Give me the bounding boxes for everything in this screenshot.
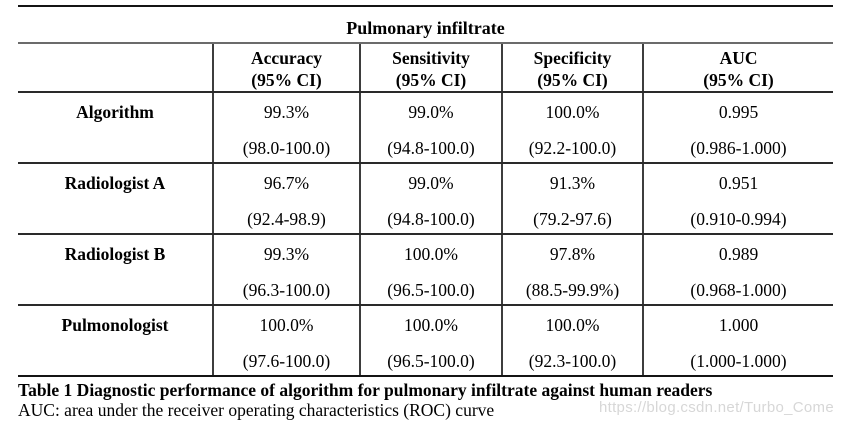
cell-value: 0.951 xyxy=(718,173,759,193)
cell-ci: (1.000-1.000) xyxy=(690,351,787,371)
cell-ci: (92.4-98.9) xyxy=(247,209,326,229)
cell-value: 0.989 xyxy=(718,244,759,264)
table-row-pulmonologist: Pulmonologist 100.0% (97.6-100.0) 100.0%… xyxy=(18,305,834,377)
table-cell: 91.3% (79.2-97.6) xyxy=(501,163,643,235)
table-cell: 99.3% (96.3-100.0) xyxy=(212,234,360,306)
cell-value: 96.7% xyxy=(263,173,310,193)
cell-value: 100.0% xyxy=(545,102,600,122)
table-cell: 100.0% (97.6-100.0) xyxy=(212,305,360,377)
row-label: Algorithm xyxy=(18,92,213,164)
cell-ci: (98.0-100.0) xyxy=(242,138,331,158)
cell-value: 100.0% xyxy=(404,315,458,335)
table-caption: Table 1 Diagnostic performance of algori… xyxy=(18,380,833,421)
cell-value: 100.0% xyxy=(259,315,314,335)
cell-value: 100.0% xyxy=(404,244,458,264)
table-cell: 0.989 (0.968-1.000) xyxy=(641,234,834,306)
table-cell: 97.8% (88.5-99.9%) xyxy=(501,234,643,306)
header-auc: AUC (95% CI) xyxy=(641,43,834,93)
header-sensitivity: Sensitivity (95% CI) xyxy=(359,43,502,93)
cell-ci: (92.3-100.0) xyxy=(528,351,617,371)
header-label: Accuracy xyxy=(251,48,322,68)
header-empty xyxy=(18,43,213,93)
row-label: Radiologist A xyxy=(18,163,213,235)
table-cell: 99.0% (94.8-100.0) xyxy=(359,163,502,235)
cell-value: 97.8% xyxy=(549,244,596,264)
header-specificity: Specificity (95% CI) xyxy=(501,43,643,93)
table-cell: 100.0% (92.3-100.0) xyxy=(501,305,643,377)
cell-ci: (79.2-97.6) xyxy=(533,209,612,229)
cell-ci: (0.910-0.994) xyxy=(690,209,787,229)
cell-ci: (97.6-100.0) xyxy=(242,351,331,371)
cell-value: 91.3% xyxy=(549,173,596,193)
cell-ci: (88.5-99.9%) xyxy=(525,280,620,300)
cell-value: 99.0% xyxy=(408,102,454,122)
table-title-row: Pulmonary infiltrate xyxy=(18,6,834,44)
header-accuracy: Accuracy (95% CI) xyxy=(212,43,360,93)
cell-ci: (0.968-1.000) xyxy=(690,280,787,300)
cell-value: 99.3% xyxy=(263,102,310,122)
row-label: Radiologist B xyxy=(18,234,213,306)
table-cell: 100.0% (96.5-100.0) xyxy=(359,305,502,377)
header-sublabel: (95% CI) xyxy=(395,70,467,90)
watermark: https://blog.csdn.net/Turbo_Come xyxy=(598,399,834,416)
table-cell: 1.000 (1.000-1.000) xyxy=(641,305,834,377)
cell-ci: (92.2-100.0) xyxy=(528,138,617,158)
table-cell: 100.0% (96.5-100.0) xyxy=(359,234,502,306)
cell-ci: (94.8-100.0) xyxy=(387,138,475,158)
table-caption-note: AUC: area under the receiver operating c… xyxy=(18,400,495,420)
cell-value: 99.0% xyxy=(408,173,454,193)
table-caption-title: Table 1 Diagnostic performance of algori… xyxy=(18,380,713,400)
table-cell: 99.3% (98.0-100.0) xyxy=(212,92,360,164)
header-label: Sensitivity xyxy=(392,48,470,68)
performance-table: Pulmonary infiltrate Accuracy (95% CI) S… xyxy=(18,5,834,377)
table-header-row: Accuracy (95% CI) Sensitivity (95% CI) S… xyxy=(18,43,834,93)
table-row-radiologist-b: Radiologist B 99.3% (96.3-100.0) 100.0% … xyxy=(18,234,834,306)
cell-ci: (96.3-100.0) xyxy=(242,280,331,300)
cell-ci: (94.8-100.0) xyxy=(387,209,475,229)
header-sublabel: (95% CI) xyxy=(703,70,774,90)
cell-ci: (96.5-100.0) xyxy=(387,280,475,300)
header-sublabel: (95% CI) xyxy=(537,70,608,90)
table-cell: 100.0% (92.2-100.0) xyxy=(501,92,643,164)
cell-value: 99.3% xyxy=(263,244,310,264)
performance-table-container: Pulmonary infiltrate Accuracy (95% CI) S… xyxy=(18,5,834,377)
table-cell: 0.995 (0.986-1.000) xyxy=(641,92,834,164)
header-sublabel: (95% CI) xyxy=(251,70,322,90)
cell-value: 100.0% xyxy=(545,315,600,335)
table-cell: 96.7% (92.4-98.9) xyxy=(212,163,360,235)
table-cell: 0.951 (0.910-0.994) xyxy=(641,163,834,235)
cell-ci: (0.986-1.000) xyxy=(690,138,787,158)
cell-ci: (96.5-100.0) xyxy=(387,351,475,371)
cell-value: 1.000 xyxy=(718,315,759,335)
table-title: Pulmonary infiltrate xyxy=(18,6,834,44)
table-cell: 99.0% (94.8-100.0) xyxy=(359,92,502,164)
table-row-radiologist-a: Radiologist A 96.7% (92.4-98.9) 99.0% (9… xyxy=(18,163,834,235)
cell-value: 0.995 xyxy=(718,102,759,122)
table-row-algorithm: Algorithm 99.3% (98.0-100.0) 99.0% (94.8… xyxy=(18,92,834,164)
header-label: AUC xyxy=(719,48,758,68)
row-label: Pulmonologist xyxy=(18,305,213,377)
header-label: Specificity xyxy=(533,48,612,68)
